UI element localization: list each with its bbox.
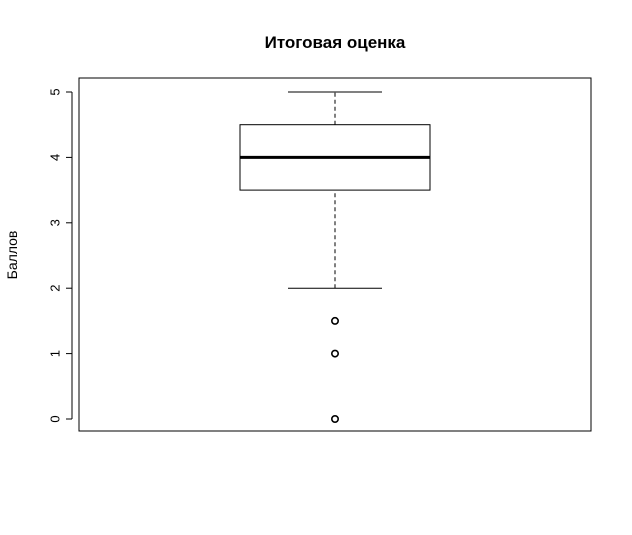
outlier-point bbox=[330, 349, 339, 358]
y-tick-label: 1 bbox=[48, 350, 63, 357]
y-tick-label: 0 bbox=[48, 415, 63, 422]
outlier-point bbox=[330, 316, 339, 325]
outlier-point bbox=[330, 414, 339, 423]
y-axis-label: Баллов bbox=[4, 231, 20, 280]
y-tick-label: 4 bbox=[48, 154, 63, 161]
y-tick-label: 3 bbox=[48, 219, 63, 226]
plot-frame bbox=[78, 77, 592, 432]
y-tick-label: 5 bbox=[48, 88, 63, 95]
y-tick-label: 2 bbox=[48, 285, 63, 292]
y-axis: 0 1 2 3 4 5 bbox=[48, 88, 73, 423]
box-plot bbox=[239, 91, 431, 289]
chart-title: Итоговая оценка bbox=[265, 33, 406, 52]
outlier-points bbox=[330, 316, 339, 423]
